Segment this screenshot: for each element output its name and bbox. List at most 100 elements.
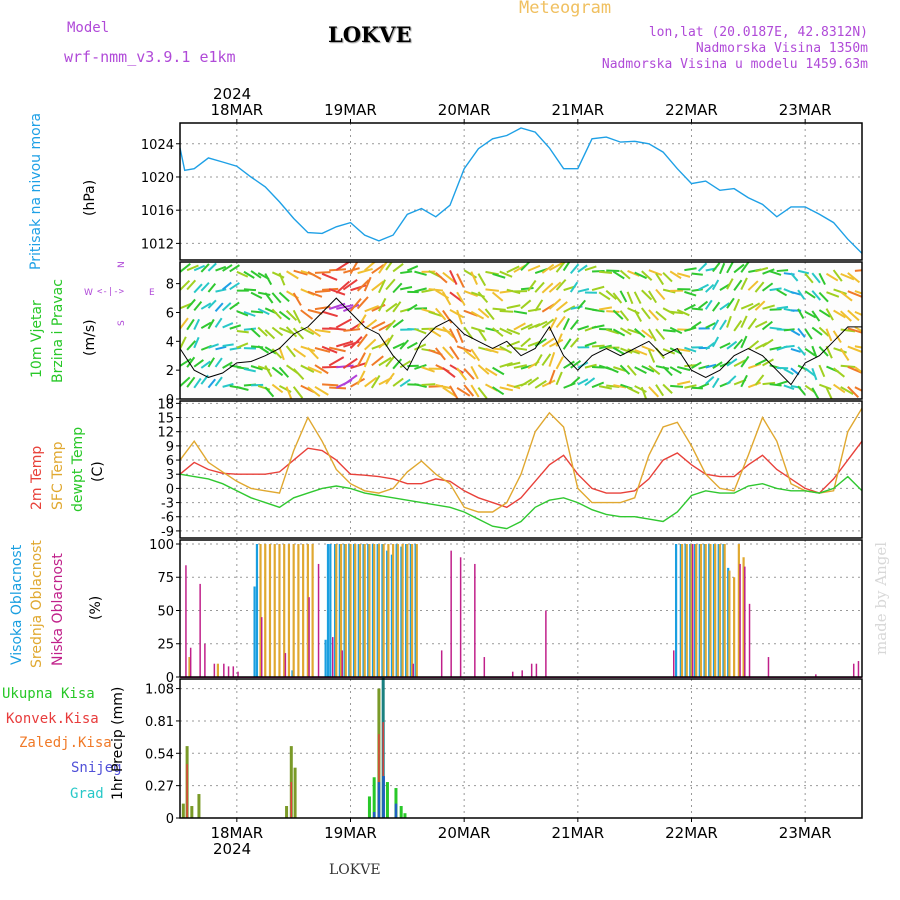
wind-arrow: [243, 327, 257, 331]
wind-arrow: [640, 386, 648, 399]
wind-arrow: [577, 288, 590, 293]
wind-arrow: [584, 377, 596, 387]
wind-arrow: [292, 327, 305, 340]
wind-arrow: [840, 291, 853, 302]
wind-arrow: [633, 309, 643, 322]
wind-arrow: [434, 307, 447, 321]
wind-arrow: [825, 272, 839, 282]
wind-arrow: [257, 345, 270, 354]
wind-arrow: [612, 346, 626, 356]
wind-arrow: [591, 344, 605, 348]
wind-arrow: [662, 365, 673, 377]
wind-arrow: [321, 310, 338, 318]
wind-arrow: [839, 347, 850, 362]
y-tick-label: 25: [157, 638, 174, 653]
wind-arrow: [463, 367, 475, 380]
wind-arrow: [356, 352, 366, 367]
wind-arrow: [627, 328, 641, 335]
wind-arrow: [634, 271, 648, 280]
wind-arrow: [264, 365, 273, 378]
wind-arrow: [740, 262, 750, 273]
wind-arrow: [278, 291, 290, 303]
wind-arrow: [619, 364, 631, 375]
wind-arrow: [541, 282, 554, 294]
wind-arrow: [541, 318, 555, 329]
wind-arrow: [833, 347, 847, 354]
wind-arrow: [484, 308, 495, 321]
wind-arrow: [733, 338, 744, 350]
snow-bar: [382, 776, 385, 818]
wind-arrow: [655, 328, 666, 340]
wind-arrow: [677, 348, 691, 353]
rain_conv-bar: [186, 764, 188, 818]
wind-arrow: [477, 307, 490, 319]
wind-arrow: [257, 307, 270, 316]
date-label-top: 22MAR: [665, 101, 718, 119]
wind-arrow: [215, 265, 227, 272]
wind-arrow: [555, 371, 563, 386]
wind-arrow: [250, 365, 263, 371]
wind-arrow: [208, 343, 219, 349]
wind-arrow: [428, 310, 443, 318]
wind-arrow: [477, 291, 489, 304]
wind-arrow: [207, 299, 217, 309]
wind-arrow: [392, 262, 404, 273]
wind-arrow: [463, 326, 474, 340]
y-tick-label: 50: [157, 604, 174, 619]
rain_total-bar: [181, 803, 185, 818]
y-tick-label: 1020: [141, 171, 174, 186]
wind-arrow: [641, 329, 654, 340]
wind-arrow: [293, 269, 308, 276]
wind-arrow: [321, 272, 338, 281]
wind-arrow: [747, 381, 762, 389]
wind-arrow: [826, 291, 840, 298]
wind-arrow: [761, 320, 773, 331]
wind-arrow: [307, 270, 322, 280]
wind-arrow: [569, 319, 579, 330]
wind-arrow: [562, 338, 572, 350]
wind-arrow: [314, 328, 331, 334]
y-tick-label: 0.54: [145, 747, 174, 762]
wind-arrow: [726, 315, 732, 328]
rain_total-bar: [385, 782, 389, 818]
wind-arrow: [385, 319, 396, 331]
wind-arrow: [400, 286, 413, 291]
wind-arrow: [619, 290, 628, 303]
wind-arrow: [591, 324, 605, 329]
wind-arrow: [293, 347, 307, 358]
wind-arrow: [605, 366, 619, 374]
wind-arrow: [548, 352, 556, 367]
wind-arrow: [705, 376, 715, 385]
wind-arrow: [279, 327, 293, 334]
dewpt-line: [179, 473, 863, 530]
wind-arrow: [250, 383, 264, 387]
wind-arrow: [648, 309, 660, 321]
rain_total-bar: [394, 788, 398, 818]
wind-arrow: [492, 366, 505, 376]
wind-arrow: [804, 272, 814, 284]
wind-arrow: [449, 345, 460, 361]
wind-arrow: [833, 288, 847, 295]
wind-arrow: [222, 264, 233, 272]
wind-arrow: [726, 297, 735, 309]
y-tick-label: 0.27: [145, 780, 174, 795]
wind-arrow: [449, 385, 459, 399]
panel-frame: [179, 122, 863, 261]
wind-arrow: [499, 327, 513, 336]
y-tick-label: 1.08: [145, 683, 174, 698]
date-label-top: 23MAR: [779, 101, 832, 119]
wind-arrow: [818, 309, 831, 318]
wind-arrow: [783, 328, 795, 332]
y-tick-label: 4: [166, 335, 174, 350]
wind-arrow: [711, 336, 720, 348]
date-label-top: 19MAR: [324, 101, 377, 119]
wind-arrow: [399, 378, 411, 388]
rain_total-bar: [372, 777, 376, 818]
date-label-top: 21MAR: [551, 101, 604, 119]
wind-arrow: [691, 272, 703, 276]
wind-arrow: [761, 282, 774, 292]
wind-arrow: [847, 327, 862, 334]
wind-arrow: [811, 272, 821, 284]
wind-arrow: [356, 279, 370, 292]
wind-arrow: [243, 270, 255, 279]
